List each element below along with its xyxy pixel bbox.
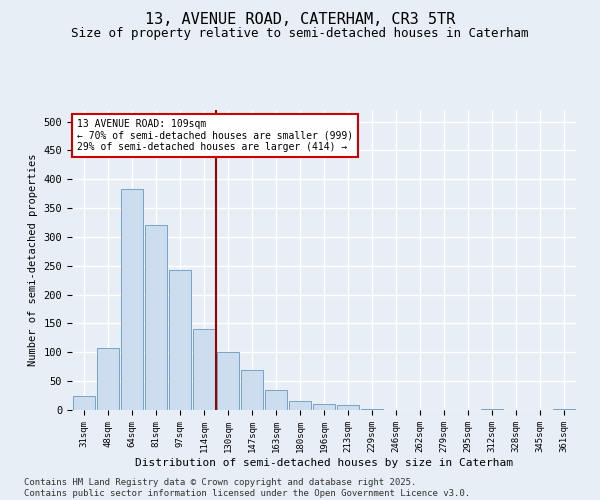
Y-axis label: Number of semi-detached properties: Number of semi-detached properties: [28, 154, 38, 366]
Bar: [169, 270, 191, 410]
Text: Contains HM Land Registry data © Crown copyright and database right 2025.
Contai: Contains HM Land Registry data © Crown c…: [24, 478, 470, 498]
Bar: [289, 402, 311, 410]
Text: 13 AVENUE ROAD: 109sqm
← 70% of semi-detached houses are smaller (999)
29% of se: 13 AVENUE ROAD: 109sqm ← 70% of semi-det…: [77, 119, 353, 152]
Bar: [313, 404, 335, 410]
Bar: [97, 348, 119, 410]
Bar: [145, 226, 167, 410]
X-axis label: Distribution of semi-detached houses by size in Caterham: Distribution of semi-detached houses by …: [135, 458, 513, 468]
Text: Size of property relative to semi-detached houses in Caterham: Size of property relative to semi-detach…: [71, 28, 529, 40]
Text: 13, AVENUE ROAD, CATERHAM, CR3 5TR: 13, AVENUE ROAD, CATERHAM, CR3 5TR: [145, 12, 455, 28]
Bar: [265, 390, 287, 410]
Bar: [241, 370, 263, 410]
Bar: [217, 352, 239, 410]
Bar: [73, 396, 95, 410]
Bar: [337, 406, 359, 410]
Bar: [193, 329, 215, 410]
Bar: [121, 189, 143, 410]
